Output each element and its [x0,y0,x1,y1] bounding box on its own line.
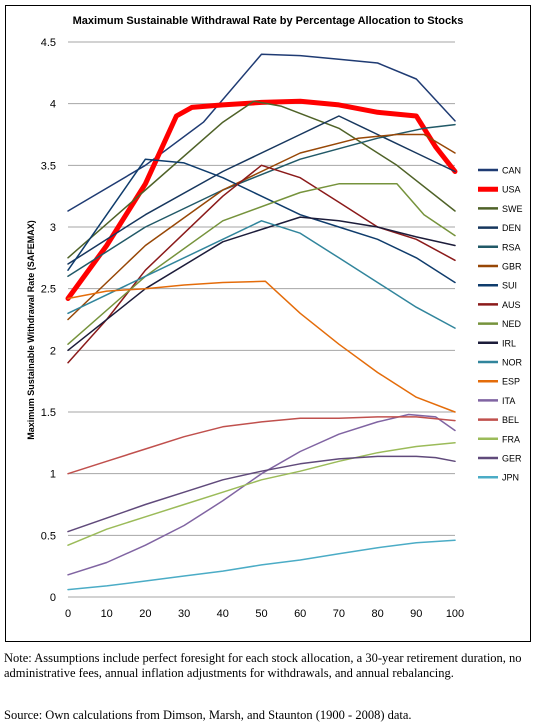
series-line-can [67,53,456,212]
x-tick-label: 90 [410,608,422,620]
legend-label-usa: USA [502,185,521,195]
x-tick-label: 30 [178,608,190,620]
x-tick-labels: 0 10 20 30 40 50 60 70 80 90 100 [65,608,464,620]
y-tick-label: 3.5 [41,160,56,172]
series-line-sui [67,158,456,284]
chart: Maximum Sustainable Withdrawal Rate by P… [26,15,523,620]
legend: CAN USA SWE DEN RSA GBR SUI AUS NED IRL NOR ESP ITA B… [478,166,523,483]
x-tick-label: 20 [139,608,151,620]
y-tick-label: 0.5 [41,530,56,542]
chart-frame [5,5,531,642]
y-tick-labels: 0 0.5 1 1.5 2 2.5 3 3.5 4 4.5 [41,37,56,604]
series-line-usa [65,98,458,301]
legend-label-den: DEN [502,223,521,233]
x-tick-label: 60 [294,608,306,620]
y-tick-label: 1 [50,469,56,481]
series-line-fra [67,442,456,546]
legend-label-ned: NED [502,319,522,329]
y-tick-label: 4 [50,99,56,111]
legend-label-rsa: RSA [502,242,521,252]
legend-label-fra: FRA [502,434,520,444]
series-line-gbr [67,133,456,321]
series-line-swe [67,100,456,259]
series-line-nor [67,220,456,329]
chart-title: Maximum Sustainable Withdrawal Rate by P… [73,15,464,27]
series-line-den [67,115,456,265]
y-tick-label: 3 [50,222,56,234]
chart-source: Source: Own calculations from Dimson, Ma… [4,708,412,722]
y-tick-label: 0 [50,592,56,604]
series-line-bel [67,416,456,475]
series-line-ger [67,455,456,533]
legend-label-aus: AUS [502,300,521,310]
x-tick-label: 50 [255,608,267,620]
legend-label-sui: SUI [502,281,517,291]
series-line-ned [67,183,456,345]
legend-label-irl: IRL [502,338,516,348]
y-tick-label: 1.5 [41,407,56,419]
y-tick-label: 4.5 [41,37,56,49]
grid-lines [68,41,455,598]
series-line-esp [67,280,456,413]
x-tick-label: 70 [333,608,345,620]
legend-label-jpn: JPN [502,473,519,483]
chart-note: Note: Assumptions include perfect foresi… [4,651,522,680]
y-tick-label: 2 [50,345,56,357]
x-tick-label: 10 [101,608,113,620]
legend-label-esp: ESP [502,377,520,387]
series-line-rsa [67,123,456,278]
x-tick-label: 0 [65,608,71,620]
x-tick-label: 80 [371,608,383,620]
legend-label-ita: ITA [502,396,515,406]
x-tick-label: 100 [446,608,464,620]
x-tick-label: 40 [217,608,229,620]
y-tick-label: 2.5 [41,284,56,296]
legend-label-can: CAN [502,166,521,176]
legend-label-gbr: GBR [502,262,522,272]
series-line-jpn [67,539,456,591]
legend-label-nor: NOR [502,358,523,368]
y-axis-label: Maximum Sustainable Withdrawal Rate (SAF… [26,220,36,439]
legend-label-swe: SWE [502,204,523,214]
series-lines [65,53,458,591]
series-line-ita [67,413,456,576]
legend-label-ger: GER [502,454,522,464]
series-line-irl [67,216,456,352]
legend-label-bel: BEL [502,415,519,425]
